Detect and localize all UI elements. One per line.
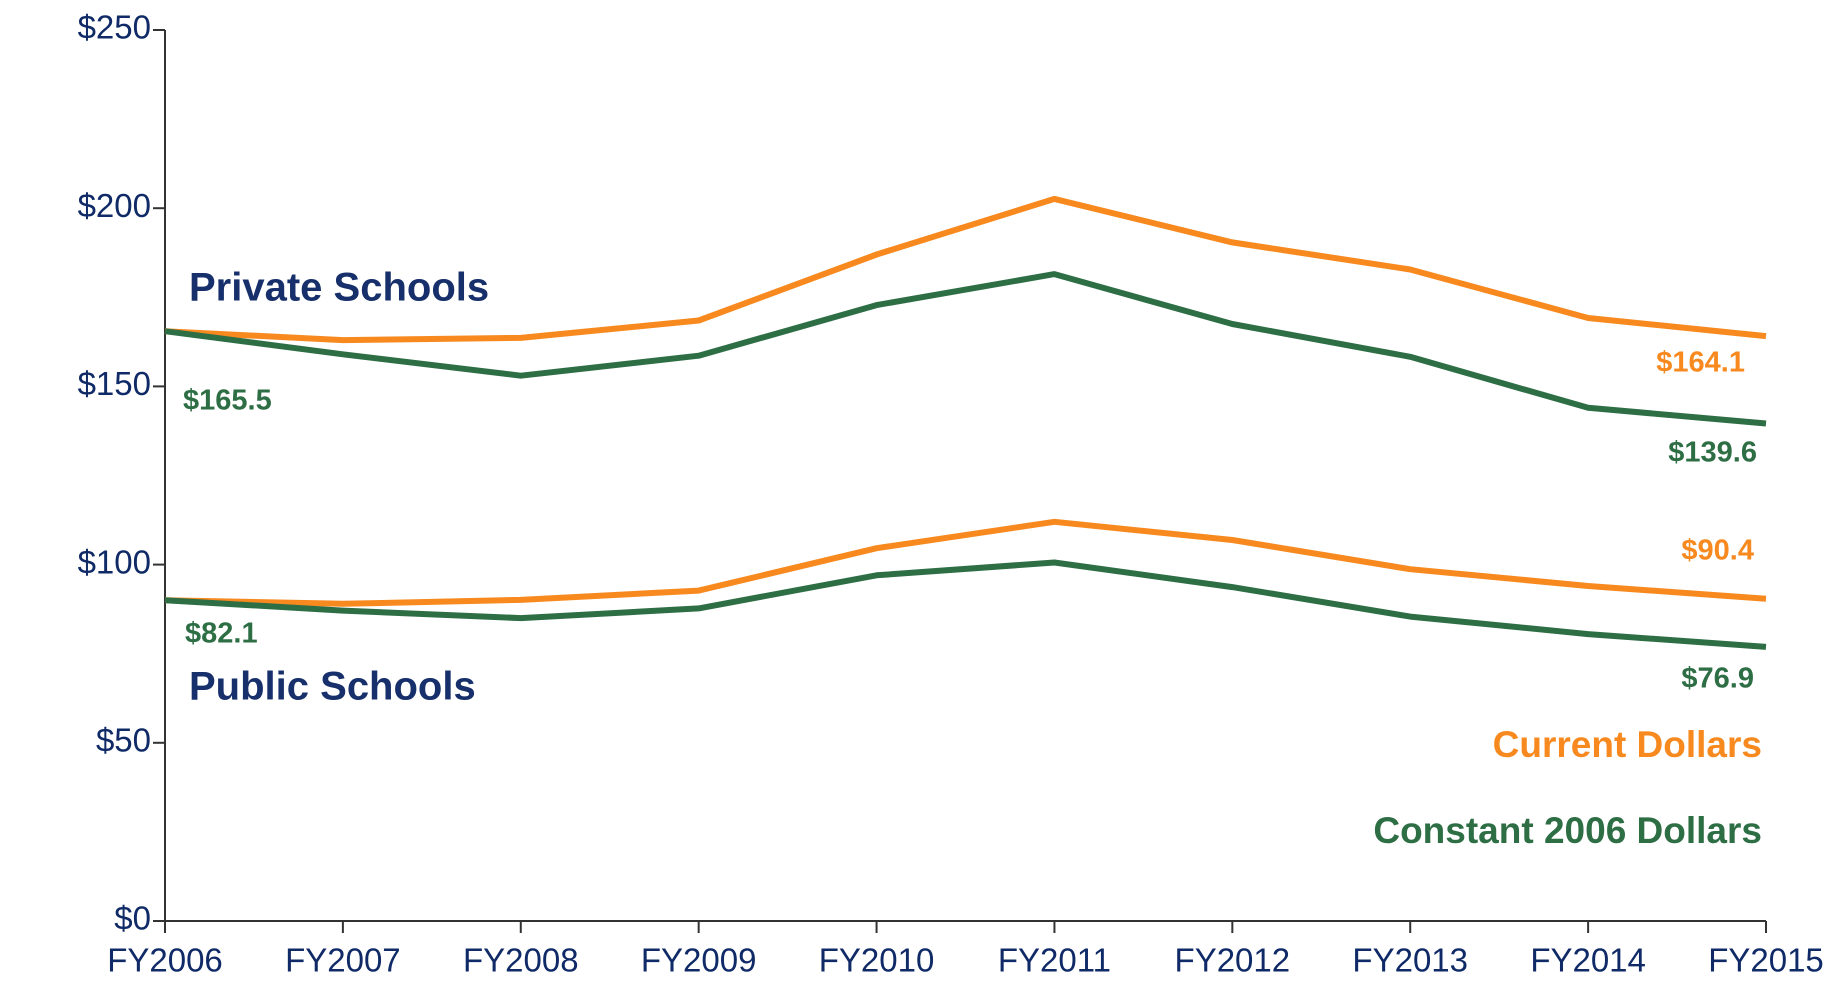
x-tick-label: FY2014 <box>1530 942 1646 979</box>
value-annotation: $165.5 <box>183 385 272 417</box>
group-label: Public Schools <box>189 665 476 709</box>
series-line <box>164 559 1767 650</box>
x-tick-label: FY2008 <box>463 942 579 979</box>
value-annotation: $76.9 <box>1681 663 1754 695</box>
series-line <box>164 518 1767 607</box>
y-tick-label: $250 <box>78 9 151 46</box>
x-tick-label: FY2009 <box>641 942 757 979</box>
value-annotation: $90.4 <box>1681 535 1754 567</box>
y-tick-label: $50 <box>96 722 151 759</box>
legend-entry: Constant 2006 Dollars <box>1373 810 1762 851</box>
x-tick-label: FY2013 <box>1352 942 1468 979</box>
y-tick-label: $100 <box>78 543 151 580</box>
y-tick-label: $200 <box>78 187 151 224</box>
value-annotation: $139.6 <box>1668 437 1757 469</box>
x-tick-label: FY2015 <box>1708 942 1824 979</box>
value-annotation: $164.1 <box>1656 347 1745 379</box>
value-annotation: $82.1 <box>185 618 258 650</box>
x-tick-label: FY2007 <box>285 942 401 979</box>
y-tick-label: $150 <box>78 365 151 402</box>
series-line <box>164 195 1767 344</box>
legend-entry: Current Dollars <box>1493 724 1762 765</box>
series-line <box>164 271 1767 427</box>
x-tick-label: FY2012 <box>1175 942 1291 979</box>
group-label: Private Schools <box>189 266 489 310</box>
x-tick-label: FY2011 <box>998 942 1111 979</box>
x-tick-label: FY2006 <box>107 942 223 979</box>
y-tick-label: $0 <box>114 900 151 937</box>
x-tick-label: FY2010 <box>819 942 935 979</box>
